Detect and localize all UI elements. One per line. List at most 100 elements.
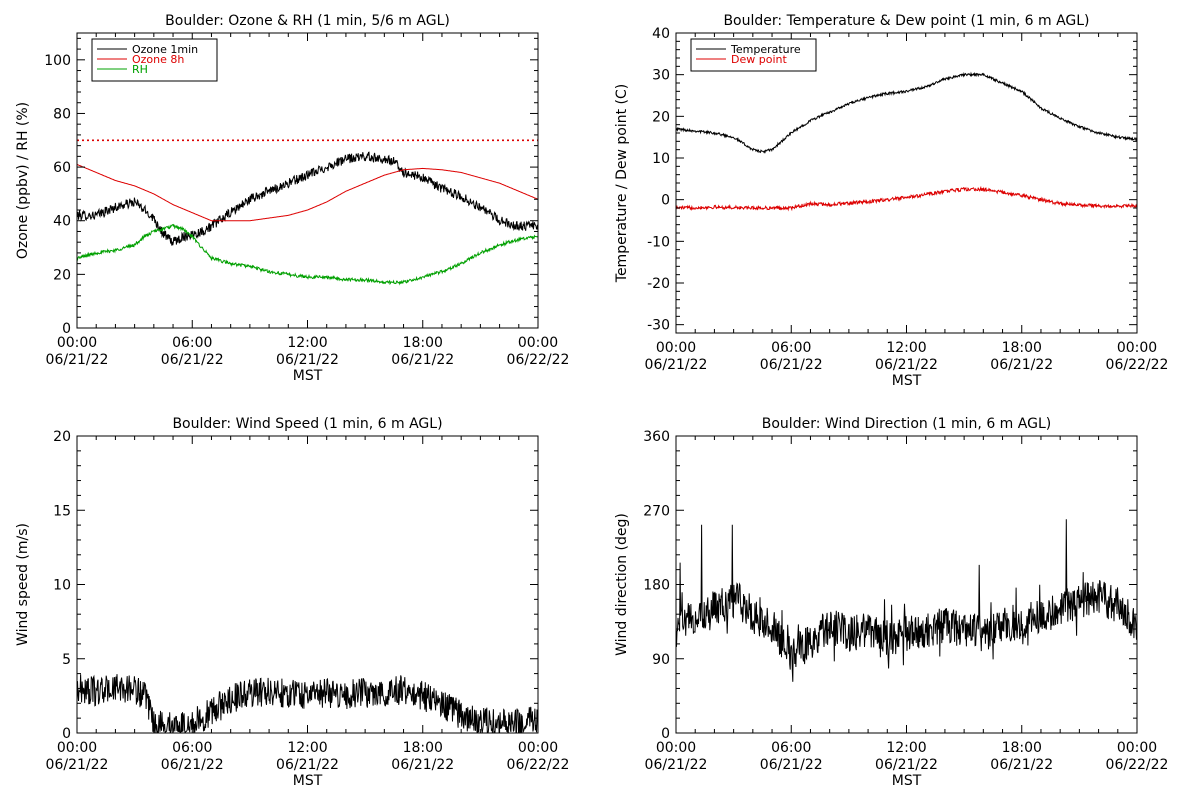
y-tick-label: 30 bbox=[652, 68, 670, 84]
x-tick-label: 06:00 bbox=[771, 740, 811, 756]
x-tick-date-label: 06/22/22 bbox=[1106, 357, 1169, 373]
y-tick-label: 80 bbox=[53, 106, 71, 122]
x-tick-date-label: 06/21/22 bbox=[46, 757, 109, 773]
chart-ozone: Boulder: Ozone & RH (1 min, 5/6 m AGL) 0 2… bbox=[15, 13, 569, 384]
x-tick-date-label: 06/21/22 bbox=[645, 357, 708, 373]
x-tick-label: 18:00 bbox=[1002, 740, 1042, 756]
x-tick-date-label: 06/22/22 bbox=[1106, 757, 1169, 773]
chart-wdir: Boulder: Wind Direction (1 min, 6 m AGL)… bbox=[614, 416, 1168, 789]
x-tick-date-label: 06/21/22 bbox=[161, 352, 224, 368]
legend-box bbox=[690, 38, 817, 72]
y-tick-label: 0 bbox=[661, 726, 670, 742]
x-tick-label: 00:00 bbox=[518, 335, 558, 351]
y-tick-label: 0 bbox=[661, 193, 670, 209]
x-axis-label: MST bbox=[892, 773, 922, 789]
x-tick-date-label: 06/21/22 bbox=[760, 757, 823, 773]
x-axis-label: MST bbox=[293, 368, 323, 384]
x-tick-label: 18:00 bbox=[1002, 340, 1042, 356]
chart-title: Boulder: Wind Speed (1 min, 6 m AGL) bbox=[172, 416, 442, 432]
x-tick-date-label: 06/21/22 bbox=[276, 352, 339, 368]
y-tick-label: 270 bbox=[643, 503, 670, 519]
x-tick-label: 00:00 bbox=[656, 340, 696, 356]
y-tick-label: 15 bbox=[53, 503, 71, 519]
x-tick-label: 00:00 bbox=[57, 335, 97, 351]
x-tick-label: 00:00 bbox=[518, 740, 558, 756]
plot-data bbox=[676, 71, 1137, 212]
x-tick-date-label: 06/22/22 bbox=[507, 352, 570, 368]
x-tick-date-label: 06/22/22 bbox=[507, 757, 570, 773]
series-line-wspd bbox=[77, 674, 538, 733]
x-tick-date-label: 06/21/22 bbox=[46, 352, 109, 368]
y-tick-label: 0 bbox=[62, 321, 71, 337]
x-tick-label: 00:00 bbox=[1117, 740, 1157, 756]
y-tick-label: 20 bbox=[652, 109, 670, 125]
y-axis-label: Ozone (ppbv) / RH (%) bbox=[15, 102, 31, 259]
x-axis-label: MST bbox=[892, 373, 922, 389]
x-tick-date-label: 06/21/22 bbox=[391, 352, 454, 368]
series-line-dew-point bbox=[676, 185, 1137, 212]
x-tick-label: 06:00 bbox=[172, 335, 212, 351]
y-tick-label: 10 bbox=[652, 151, 670, 167]
y-tick-label: 20 bbox=[53, 267, 71, 283]
x-tick-date-label: 06/21/22 bbox=[760, 357, 823, 373]
y-tick-label: 100 bbox=[44, 53, 71, 69]
y-tick-label: 40 bbox=[652, 26, 670, 42]
x-tick-date-label: 06/21/22 bbox=[990, 757, 1053, 773]
y-axis-label: Wind direction (deg) bbox=[614, 513, 630, 656]
y-tick-label: 40 bbox=[53, 214, 71, 230]
plot-data bbox=[77, 139, 538, 286]
chart-temp: Boulder: Temperature & Dew point (1 min,… bbox=[614, 13, 1168, 389]
x-tick-date-label: 06/21/22 bbox=[875, 357, 938, 373]
plot-data bbox=[77, 674, 538, 733]
x-tick-date-label: 06/21/22 bbox=[645, 757, 708, 773]
x-tick-label: 12:00 bbox=[886, 740, 926, 756]
y-axis-label: Temperature / Dew point (C) bbox=[614, 84, 630, 283]
x-axis-label: MST bbox=[293, 773, 323, 789]
series-line-ozone-1min bbox=[77, 151, 538, 246]
y-tick-label: 10 bbox=[53, 578, 71, 594]
y-tick-label: -30 bbox=[647, 318, 670, 334]
plot-frame bbox=[675, 32, 1138, 334]
x-tick-date-label: 06/21/22 bbox=[391, 757, 454, 773]
x-tick-label: 06:00 bbox=[172, 740, 212, 756]
x-tick-date-label: 06/21/22 bbox=[990, 357, 1053, 373]
plot-data bbox=[676, 519, 1137, 682]
x-tick-label: 18:00 bbox=[403, 740, 443, 756]
y-tick-label: 180 bbox=[643, 578, 670, 594]
legend-label: Ozone 1min bbox=[132, 43, 198, 56]
x-tick-label: 12:00 bbox=[287, 740, 327, 756]
legend-label: Dew point bbox=[731, 53, 787, 66]
y-tick-label: 20 bbox=[53, 429, 71, 445]
series-line-ozone-8h bbox=[77, 163, 538, 222]
y-tick-label: -20 bbox=[647, 276, 670, 292]
legend-label: RH bbox=[132, 63, 148, 76]
y-tick-label: 5 bbox=[62, 652, 71, 668]
x-tick-label: 00:00 bbox=[57, 740, 97, 756]
chart-title: Boulder: Ozone & RH (1 min, 5/6 m AGL) bbox=[165, 13, 450, 29]
x-tick-label: 12:00 bbox=[886, 340, 926, 356]
x-tick-label: 06:00 bbox=[771, 340, 811, 356]
x-tick-date-label: 06/21/22 bbox=[161, 757, 224, 773]
chart-wspd: Boulder: Wind Speed (1 min, 6 m AGL) 0 5 10… bbox=[15, 416, 569, 789]
series-line-temperature bbox=[676, 71, 1137, 154]
legend-label: Temperature bbox=[730, 43, 801, 56]
chart-title: Boulder: Wind Direction (1 min, 6 m AGL) bbox=[762, 416, 1051, 432]
x-tick-date-label: 06/21/22 bbox=[276, 757, 339, 773]
x-tick-label: 00:00 bbox=[1117, 340, 1157, 356]
x-tick-label: 12:00 bbox=[287, 335, 327, 351]
series-line-wdir bbox=[676, 519, 1137, 682]
x-tick-label: 00:00 bbox=[656, 740, 696, 756]
legend-label: Ozone 8h bbox=[132, 53, 184, 66]
legend-box bbox=[91, 38, 218, 82]
y-tick-label: -10 bbox=[647, 234, 670, 250]
x-tick-date-label: 06/21/22 bbox=[875, 757, 938, 773]
x-tick-label: 18:00 bbox=[403, 335, 443, 351]
y-tick-label: 90 bbox=[652, 652, 670, 668]
y-tick-label: 0 bbox=[62, 726, 71, 742]
series-line-rh bbox=[77, 223, 538, 286]
plot-frame bbox=[675, 435, 1138, 734]
y-tick-label: 60 bbox=[53, 160, 71, 176]
